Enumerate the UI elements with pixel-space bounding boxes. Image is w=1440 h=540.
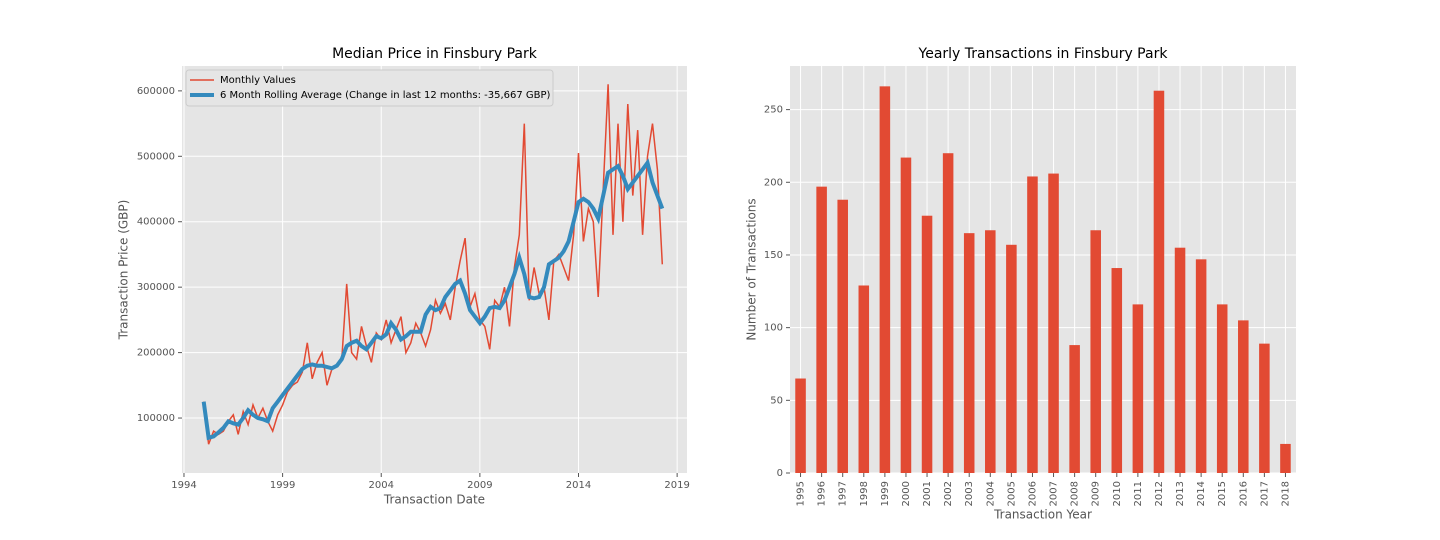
x-axis-label: Transaction Date bbox=[383, 493, 485, 507]
x-tick-label: 2008 bbox=[1070, 481, 1081, 506]
x-tick-label: 2013 bbox=[1175, 481, 1186, 506]
x-tick-label: 2007 bbox=[1049, 481, 1060, 506]
y-tick-label: 100000 bbox=[137, 413, 175, 424]
x-tick-label: 2015 bbox=[1217, 481, 1228, 506]
x-tick-label: 1997 bbox=[838, 481, 849, 506]
x-tick-label: 1999 bbox=[880, 481, 891, 506]
bar bbox=[1174, 247, 1186, 473]
bar bbox=[795, 378, 806, 473]
x-tick-label: 2002 bbox=[943, 481, 954, 506]
x-tick-label: 2014 bbox=[1196, 481, 1207, 506]
bar bbox=[942, 153, 954, 473]
legend-box bbox=[185, 69, 554, 107]
legend-label: 6 Month Rolling Average (Change in last … bbox=[220, 90, 551, 101]
bar bbox=[1069, 345, 1080, 473]
x-tick-label: 1995 bbox=[796, 481, 807, 506]
bar bbox=[879, 86, 891, 473]
bar bbox=[816, 186, 827, 473]
y-tick-label: 300000 bbox=[137, 282, 175, 293]
x-tick-label: 1994 bbox=[171, 480, 196, 491]
x-tick-label: 2001 bbox=[922, 481, 933, 506]
x-tick-label: 2017 bbox=[1259, 481, 1270, 506]
bar bbox=[900, 157, 912, 473]
bar bbox=[1111, 268, 1123, 473]
x-tick-label: 2009 bbox=[1091, 481, 1102, 506]
y-tick-label: 50 bbox=[770, 395, 783, 406]
y-tick-label: 600000 bbox=[137, 86, 175, 97]
y-tick-label: 150 bbox=[764, 250, 783, 261]
bar bbox=[1280, 443, 1291, 473]
x-tick-label: 2005 bbox=[1006, 481, 1017, 506]
bar bbox=[963, 233, 975, 473]
bar bbox=[1132, 304, 1144, 473]
x-tick-label: 2004 bbox=[369, 480, 394, 491]
x-tick-label: 2019 bbox=[664, 480, 689, 491]
x-tick-label: 2006 bbox=[1027, 481, 1038, 506]
y-axis-label: Number of Transactions bbox=[745, 198, 759, 340]
x-tick-label: 2014 bbox=[566, 480, 591, 491]
bar bbox=[921, 215, 933, 474]
x-tick-label: 1996 bbox=[817, 481, 828, 506]
y-tick-label: 100 bbox=[764, 323, 783, 334]
bar bbox=[1027, 176, 1038, 473]
y-tick-label: 0 bbox=[777, 468, 783, 479]
x-tick-label: 2011 bbox=[1133, 481, 1144, 506]
bar bbox=[1153, 90, 1165, 473]
data-line bbox=[201, 158, 665, 441]
bar bbox=[985, 230, 996, 473]
chart-title: Median Price in Finsbury Park bbox=[332, 46, 538, 62]
bar bbox=[1195, 259, 1207, 473]
chart-title: Yearly Transactions in Finsbury Park bbox=[918, 46, 1169, 62]
y-tick-label: 200 bbox=[764, 177, 783, 188]
bar bbox=[1090, 230, 1101, 473]
bar bbox=[858, 285, 870, 473]
x-tick-label: 2000 bbox=[901, 481, 912, 506]
bar bbox=[1238, 320, 1249, 473]
y-tick-label: 400000 bbox=[137, 217, 175, 228]
y-axis-label: Transaction Price (GBP) bbox=[117, 200, 131, 341]
x-tick-label: 2004 bbox=[985, 481, 996, 506]
plot-background bbox=[790, 66, 1296, 473]
x-tick-label: 2012 bbox=[1154, 481, 1165, 506]
data-line bbox=[202, 84, 664, 445]
y-tick-label: 250 bbox=[764, 105, 783, 116]
y-tick-label: 200000 bbox=[137, 348, 175, 359]
x-tick-label: 2009 bbox=[467, 480, 492, 491]
legend-label: Monthly Values bbox=[220, 75, 296, 86]
x-axis-label: Transaction Year bbox=[993, 508, 1092, 522]
x-tick-label: 2010 bbox=[1112, 481, 1123, 506]
x-tick-label: 2018 bbox=[1280, 481, 1291, 506]
y-tick-label: 500000 bbox=[137, 151, 175, 162]
bar bbox=[1216, 304, 1228, 473]
x-tick-label: 1998 bbox=[859, 481, 870, 506]
x-tick-label: 2016 bbox=[1238, 481, 1249, 506]
bar bbox=[837, 199, 848, 473]
x-tick-label: 2003 bbox=[964, 481, 975, 506]
bar bbox=[1259, 343, 1270, 473]
bar bbox=[1006, 244, 1017, 473]
bar bbox=[1048, 173, 1059, 474]
x-tick-label: 1999 bbox=[270, 480, 295, 491]
plot-background bbox=[182, 66, 687, 473]
